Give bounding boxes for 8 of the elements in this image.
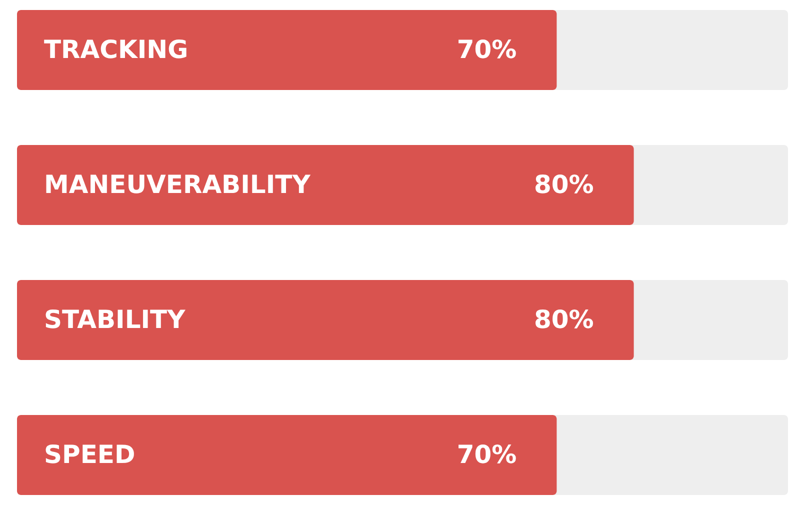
y-tick-label: MANEUVERABILITY <box>44 170 312 200</box>
y-tick-label: TRACKING <box>44 35 188 64</box>
data-label: 80% <box>534 304 594 334</box>
data-label: 70% <box>456 35 517 64</box>
y-tick-label: SPEED <box>44 440 136 469</box>
y-tick-label: STABILITY <box>44 304 186 334</box>
data-label: 70% <box>456 440 517 469</box>
data-label: 80% <box>534 170 594 200</box>
